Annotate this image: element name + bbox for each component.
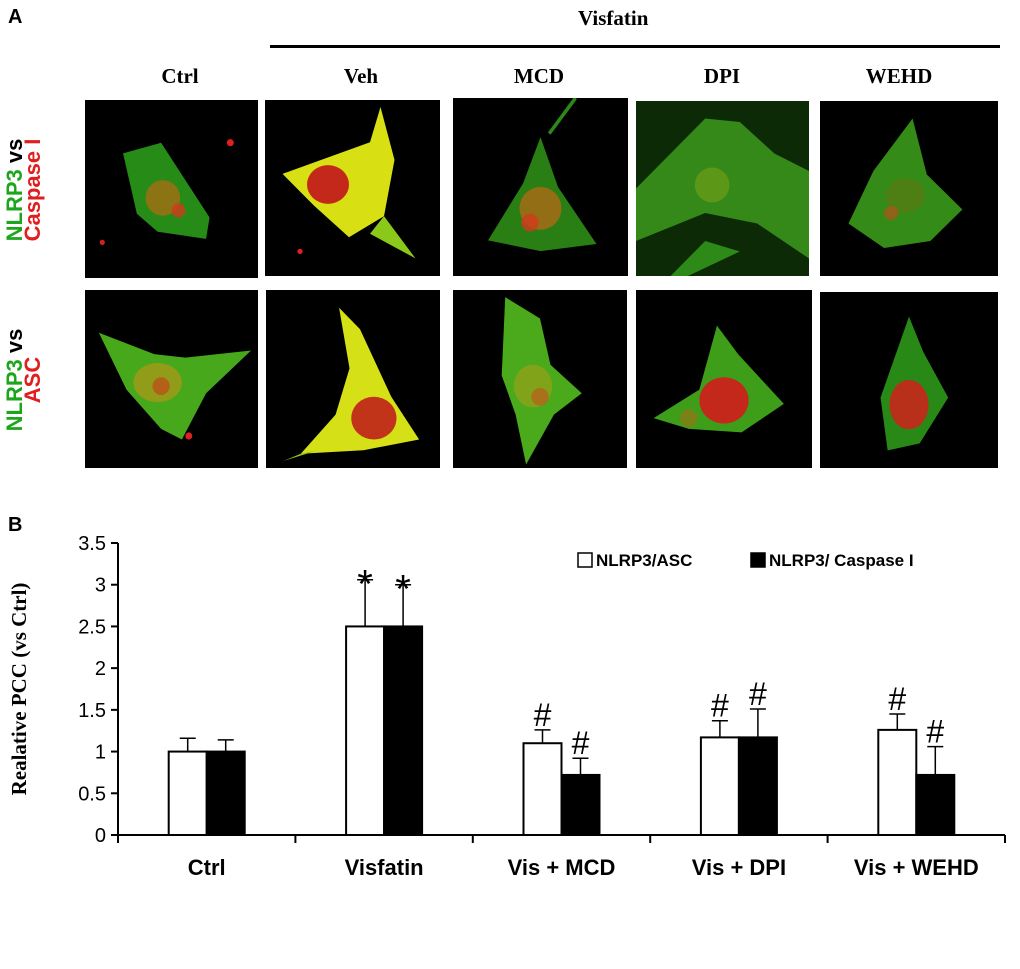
bar-chart: 0 0.5 1 1.5 2 2.5 3 3.5 Realative PCC (vs Ctrl) C… bbox=[7, 533, 1006, 880]
panel-a-letter: A bbox=[8, 6, 23, 28]
bar-caspase bbox=[560, 773, 601, 836]
column-label-veh: Veh bbox=[343, 64, 379, 88]
x-tick-label: Vis + DPI bbox=[692, 855, 786, 880]
y-tick-label: 1 bbox=[95, 742, 106, 764]
micrograph-mcd-asc bbox=[453, 290, 627, 468]
bar-asc bbox=[522, 742, 563, 837]
bar-asc bbox=[877, 728, 918, 837]
significance-mark: # bbox=[926, 714, 944, 750]
bar-asc bbox=[167, 750, 208, 836]
legend-label-asc: NLRP3/ASC bbox=[596, 551, 692, 570]
bar-caspase bbox=[205, 750, 246, 836]
legend-swatch-asc bbox=[577, 552, 593, 568]
panel-b-letter: B bbox=[8, 514, 23, 536]
micrograph-wehd-caspase bbox=[820, 101, 998, 276]
significance-mark: * bbox=[395, 568, 411, 612]
micrograph-ctrl-asc bbox=[85, 290, 258, 468]
significance-mark: # bbox=[749, 676, 767, 712]
micrograph-veh-caspase bbox=[265, 100, 440, 276]
column-label-dpi: DPI bbox=[703, 64, 741, 88]
row-label-asc-red: ASC bbox=[20, 356, 45, 404]
x-tick-label: Vis + WEHD bbox=[854, 855, 979, 880]
y-tick-label: 3 bbox=[95, 575, 106, 597]
row-label-asc: NLRP3 vs ASC bbox=[2, 290, 45, 470]
x-tick-label: Visfatin bbox=[345, 855, 424, 880]
significance-mark: * bbox=[357, 563, 373, 607]
bar-asc bbox=[699, 736, 740, 836]
y-tick-label: 0.5 bbox=[78, 783, 106, 805]
visfatin-group-line bbox=[270, 45, 1000, 48]
significance-mark: # bbox=[534, 697, 552, 733]
significance-mark: # bbox=[572, 725, 590, 761]
row-label-caspase-red: Caspase I bbox=[20, 138, 45, 242]
micrograph-dpi-caspase bbox=[636, 101, 809, 276]
y-tick-label: 2.5 bbox=[78, 616, 106, 638]
bar-asc bbox=[345, 625, 386, 836]
x-tick-label: Ctrl bbox=[188, 855, 226, 880]
significance-mark: # bbox=[711, 688, 729, 724]
micrograph-ctrl-caspase bbox=[85, 100, 258, 278]
row-label-asc-vs: vs bbox=[2, 328, 27, 360]
bar-caspase bbox=[737, 736, 778, 836]
micrograph-wehd-asc bbox=[820, 292, 998, 468]
column-label-wehd: WEHD bbox=[865, 64, 933, 88]
plot-area: 0 0.5 1 1.5 2 2.5 3 3.5 Realative PCC (vs Ctrl) C… bbox=[7, 533, 1006, 880]
legend-swatch-caspase bbox=[750, 552, 766, 568]
y-tick-label: 2 bbox=[95, 658, 106, 680]
y-tick-label: 1.5 bbox=[78, 700, 106, 722]
micrograph-veh-asc bbox=[266, 290, 440, 468]
row-label-caspase: NLRP3 vs Caspase I bbox=[2, 100, 45, 280]
y-axis-title: Realative PCC (vs Ctrl) bbox=[7, 583, 31, 796]
bar-caspase bbox=[383, 625, 424, 836]
visfatin-group-label: Visfatin bbox=[578, 6, 649, 30]
significance-mark: # bbox=[888, 681, 906, 717]
x-tick-label: Vis + MCD bbox=[508, 855, 616, 880]
column-label-mcd: MCD bbox=[513, 64, 565, 88]
y-tick-label: 0 bbox=[95, 825, 106, 847]
legend-label-caspase: NLRP3/ Caspase I bbox=[769, 551, 914, 570]
micrograph-dpi-asc bbox=[636, 290, 812, 468]
micrograph-mcd-caspase bbox=[453, 98, 628, 276]
y-tick-label: 3.5 bbox=[78, 533, 106, 555]
column-label-ctrl: Ctrl bbox=[161, 64, 199, 88]
bar-caspase bbox=[915, 773, 956, 836]
